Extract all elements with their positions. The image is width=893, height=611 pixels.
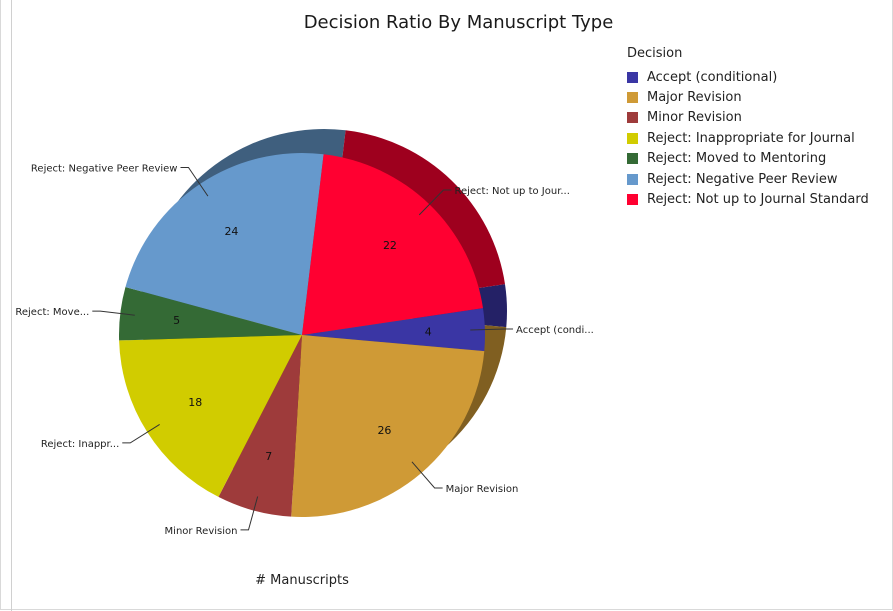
callout-label-reject-not-up-to-journal-standard: Reject: Not up to Jour... <box>454 186 569 197</box>
pie-callouts: Accept (condi... Major Revision Minor Revi… <box>15 163 593 536</box>
legend-item-reject-not-up-to-journal-standard[interactable]: Reject: Not up to Journal Standard <box>627 189 869 209</box>
callout-label-minor-revision: Minor Revision <box>165 526 238 537</box>
legend-swatch <box>627 132 638 144</box>
callout-line-reject-negative-peer-review <box>180 166 209 197</box>
slice-value-reject-inappropriate-for-journal: 18 <box>188 396 202 409</box>
callout-line-reject-not-up-to-journal-standard <box>418 189 452 216</box>
legend-label: Major Revision <box>647 90 742 106</box>
legend-items: Accept (conditional) Major Revision Minor … <box>627 67 869 210</box>
legend-item-major-revision[interactable]: Major Revision <box>627 87 869 107</box>
pie-slice-reject-not-up-to-journal-standard[interactable] <box>302 154 483 335</box>
callout-label-accept-conditional: Accept (condi... <box>516 325 594 336</box>
pie-slice-reject-negative-peer-review[interactable] <box>125 153 324 335</box>
legend-title: Decision <box>627 46 683 61</box>
slice-value-minor-revision: 7 <box>265 450 272 463</box>
callout-line-reject-moved-to-mentoring <box>92 310 135 316</box>
legend-swatch <box>627 71 638 83</box>
callout-line-accept-conditional <box>470 328 514 331</box>
legend-item-reject-inappropriate-for-journal[interactable]: Reject: Inappropriate for Journal <box>627 128 869 148</box>
legend-label: Reject: Negative Peer Review <box>647 171 838 187</box>
legend-swatch <box>627 112 638 124</box>
legend-item-reject-moved-to-mentoring[interactable]: Reject: Moved to Mentoring <box>627 149 869 169</box>
chart-title: Decision Ratio By Manuscript Type <box>303 12 614 33</box>
legend-label: Accept (conditional) <box>647 69 778 85</box>
callout-line-major-revision <box>411 461 443 489</box>
pie-slice-minor-revision[interactable] <box>218 335 302 517</box>
legend-swatch <box>627 153 638 165</box>
callout-line-minor-revision <box>240 496 259 531</box>
pie-slice-reject-moved-to-mentoring[interactable] <box>119 287 302 341</box>
legend-item-reject-negative-peer-review[interactable]: Reject: Negative Peer Review <box>627 169 869 189</box>
callout-label-reject-inappropriate-for-journal: Reject: Inappr... <box>41 439 119 450</box>
legend-swatch <box>627 92 638 104</box>
legend-item-minor-revision[interactable]: Minor Revision <box>627 108 869 128</box>
pie-slice-accept-conditional[interactable] <box>302 308 485 352</box>
slice-value-accept-conditional: 4 <box>425 325 432 338</box>
legend: Decision Accept (conditional) Major Revis… <box>627 46 869 210</box>
callout-label-reject-moved-to-mentoring: Reject: Move... <box>15 307 89 318</box>
legend-item-accept-conditional[interactable]: Accept (conditional) <box>627 67 869 87</box>
slice-value-major-revision: 26 <box>377 424 391 437</box>
callout-line-reject-inappropriate-for-journal <box>122 423 160 444</box>
pie-slices <box>119 153 485 517</box>
legend-label: Reject: Moved to Mentoring <box>647 151 827 167</box>
callout-label-reject-negative-peer-review: Reject: Negative Peer Review <box>31 163 178 174</box>
pie-value-labels: 4 26 7 18 5 24 22 <box>173 225 432 463</box>
measure-label: # Manuscripts <box>255 573 349 588</box>
pie-slice-reject-inappropriate-for-journal[interactable] <box>119 335 302 497</box>
pie-slice-major-revision[interactable] <box>291 335 485 517</box>
legend-label: Minor Revision <box>647 110 742 126</box>
slice-value-reject-negative-peer-review: 24 <box>224 225 238 238</box>
callout-label-major-revision: Major Revision <box>446 484 519 495</box>
legend-label: Reject: Inappropriate for Journal <box>647 130 855 146</box>
legend-label: Reject: Not up to Journal Standard <box>647 192 869 208</box>
left-border <box>11 0 12 611</box>
legend-swatch <box>627 194 638 206</box>
slice-value-reject-moved-to-mentoring: 5 <box>173 314 180 327</box>
slice-value-reject-not-up-to-journal-standard: 22 <box>383 239 397 252</box>
legend-swatch <box>627 173 638 185</box>
